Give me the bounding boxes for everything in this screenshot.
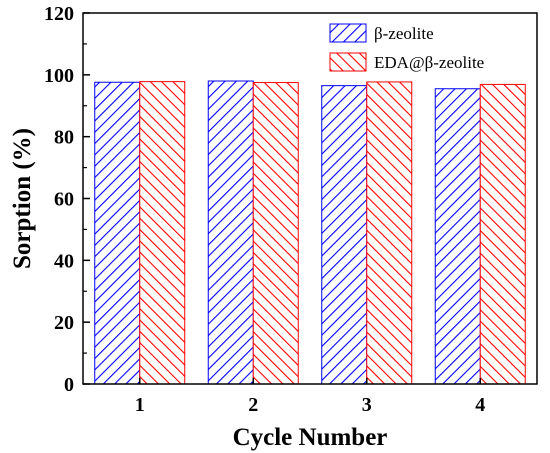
legend-swatch: [329, 23, 367, 43]
x-axis-title: Cycle Number: [233, 424, 388, 451]
y-tick-label: 0: [64, 374, 74, 396]
bars-group: [94, 80, 526, 385]
y-tick-label: 40: [54, 250, 74, 272]
legend: β-zeolite EDA@β-zeolite: [329, 23, 484, 72]
plot-frame: [82, 12, 538, 385]
bar-eda-beta-zeolite-cycle-4: [479, 83, 526, 385]
legend-label: EDA@β-zeolite: [374, 53, 484, 72]
y-tick-label: 20: [54, 312, 74, 334]
y-tick-label: 60: [54, 189, 74, 211]
y-tick-label: 100: [44, 65, 74, 87]
bar-beta-zeolite-cycle-3: [321, 85, 368, 385]
bar-eda-beta-zeolite-cycle-1: [139, 81, 186, 385]
bar-beta-zeolite-cycle-1: [94, 81, 141, 385]
y-axis-ticks: 0 20 40 60 80 100 120: [44, 3, 90, 396]
x-axis-ticks: 1 2 3 4: [135, 378, 485, 416]
legend-swatch: [329, 52, 367, 72]
y-axis-title: Sorption (%): [9, 128, 36, 269]
bar-eda-beta-zeolite-cycle-3: [366, 81, 413, 385]
x-tick-label: 4: [475, 394, 485, 416]
y-tick-label: 80: [54, 127, 74, 149]
bar-beta-zeolite-cycle-4: [434, 88, 481, 385]
x-tick-label: 3: [362, 394, 372, 416]
legend-label: β-zeolite: [374, 24, 434, 43]
bar-beta-zeolite-cycle-2: [207, 80, 254, 385]
x-tick-label: 1: [135, 394, 145, 416]
y-tick-label: 120: [44, 3, 74, 25]
bar-eda-beta-zeolite-cycle-2: [252, 82, 299, 385]
x-tick-label: 2: [248, 394, 258, 416]
